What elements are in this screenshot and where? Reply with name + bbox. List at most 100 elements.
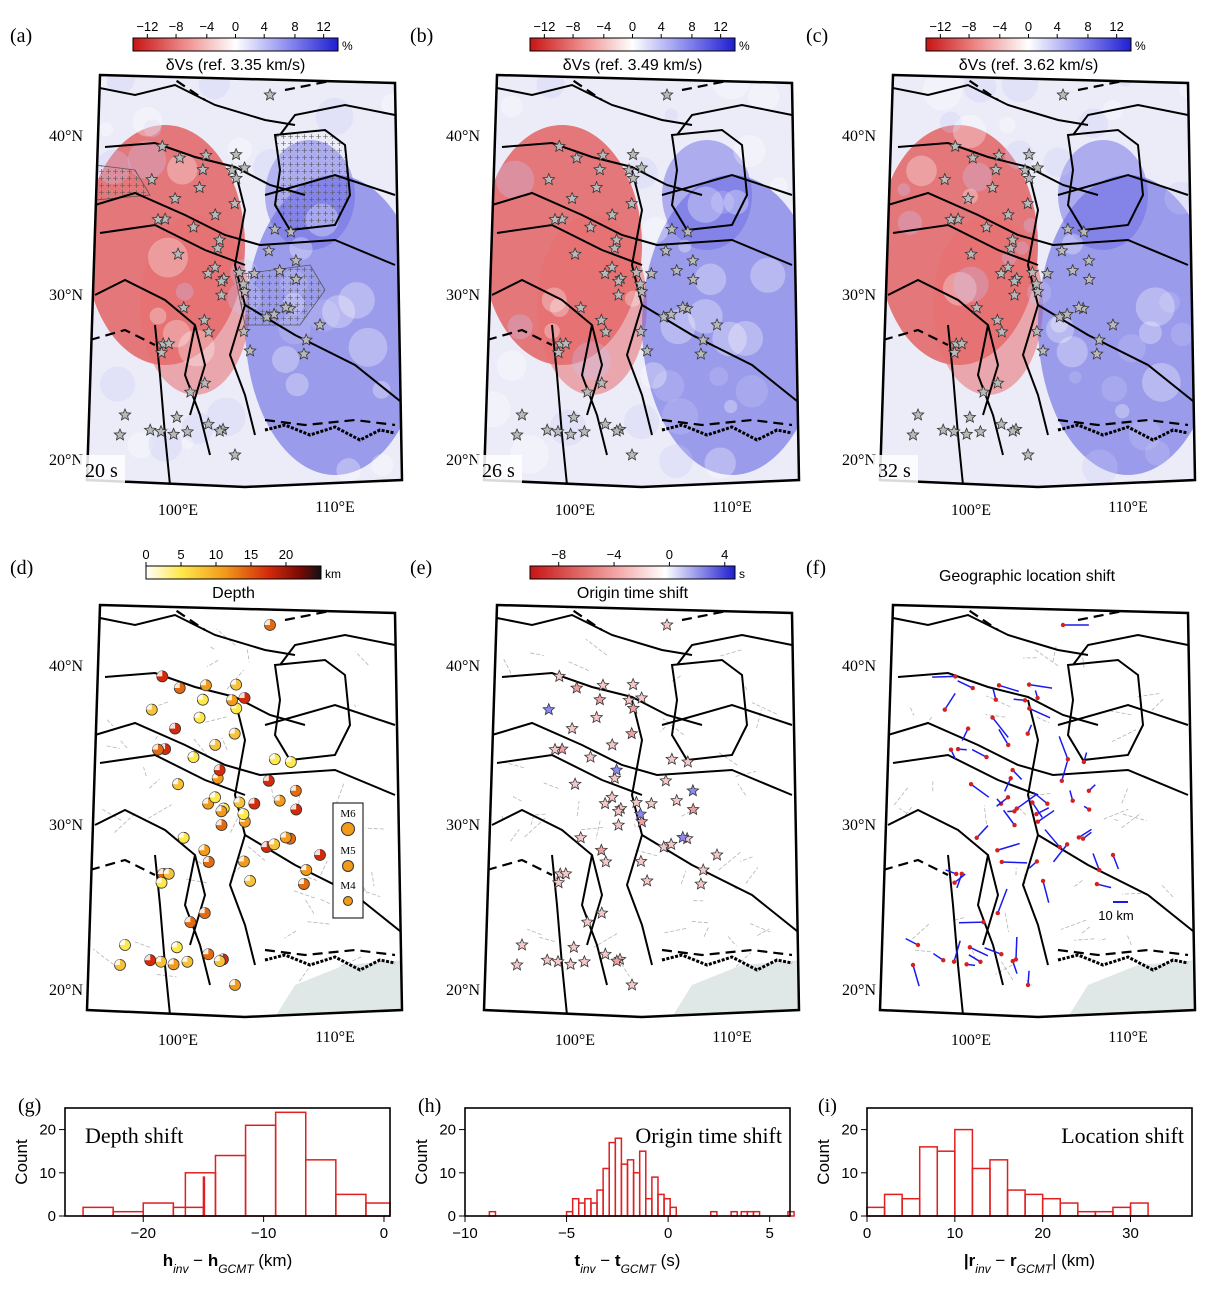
velocity-texture <box>371 454 393 476</box>
velocity-texture <box>373 381 391 399</box>
period-label: 26 s <box>482 460 515 482</box>
panel-letter: (g) <box>18 1095 41 1117</box>
x-tick-label: −5 <box>558 1225 575 1242</box>
x-axis-label-part: (s) <box>656 1251 681 1270</box>
velocity-texture <box>349 328 388 367</box>
original-location <box>1041 879 1045 883</box>
histogram-bar <box>955 1130 973 1216</box>
lat-label: 40°N <box>842 128 876 145</box>
x-axis-label-part: inv <box>580 1262 596 1276</box>
velocity-texture <box>106 64 135 93</box>
panel-letter: (c) <box>806 25 828 47</box>
panel-letter: (a) <box>10 25 32 47</box>
x-axis-label: tinv − tGCMT (s) <box>575 1251 681 1276</box>
colorbar-tick-label: 4 <box>1054 19 1061 34</box>
velocity-texture <box>1043 148 1073 178</box>
histogram-bar <box>585 1199 591 1216</box>
original-location <box>1027 706 1031 710</box>
colorbar-title: δVs (ref. 3.62 km/s) <box>959 57 1099 74</box>
colorbar-unit: km <box>325 567 341 581</box>
period-label: 32 s <box>878 460 911 482</box>
velocity-texture <box>1142 363 1181 402</box>
colorbar-gradient <box>926 38 1131 51</box>
x-axis-label-part: inv <box>975 1262 991 1276</box>
histogram-bar <box>646 1199 652 1216</box>
original-location <box>941 958 945 962</box>
lat-label: 30°N <box>842 817 876 834</box>
colorbar-tick-label: −8 <box>169 19 184 34</box>
velocity-texture <box>906 156 937 187</box>
velocity-texture <box>728 321 763 356</box>
original-location <box>949 747 953 751</box>
lon-label: 100°E <box>951 502 991 519</box>
lon-label: 110°E <box>1108 1029 1148 1046</box>
original-location <box>1026 731 1030 735</box>
original-location <box>964 962 968 966</box>
histogram-bar <box>902 1199 920 1216</box>
lon-label: 100°E <box>158 502 198 519</box>
x-tick-label: −10 <box>251 1225 276 1242</box>
x-axis-label-part: (km) <box>254 1251 293 1270</box>
x-axis-label-part: inv <box>173 1262 189 1276</box>
y-tick-label: 20 <box>841 1122 858 1139</box>
velocity-texture <box>705 447 736 478</box>
velocity-texture <box>1101 376 1127 402</box>
colorbar-tick-label: −12 <box>136 19 158 34</box>
original-location <box>1036 819 1040 823</box>
lat-label: 20°N <box>842 982 876 999</box>
original-location <box>994 698 998 702</box>
lon-label: 110°E <box>712 1029 752 1046</box>
histogram-bar <box>1025 1194 1043 1216</box>
velocity-texture <box>550 409 586 445</box>
shift-vector <box>1016 937 1017 959</box>
original-location <box>968 945 972 949</box>
lon-label: 110°E <box>315 1029 355 1046</box>
colorbar-tick-label: 12 <box>713 19 727 34</box>
lat-label: 40°N <box>446 128 480 145</box>
original-location <box>1097 868 1101 872</box>
histogram-bar <box>621 1164 627 1216</box>
histogram-bar <box>203 1177 204 1216</box>
map-content <box>878 66 1210 487</box>
period-label: 20 s <box>85 460 118 482</box>
velocity-texture <box>953 267 988 302</box>
velocity-texture <box>181 437 193 449</box>
histogram-bar <box>867 1207 885 1216</box>
lat-label: 20°N <box>49 982 83 999</box>
histogram-bar <box>173 1207 203 1216</box>
lat-label: 30°N <box>842 287 876 304</box>
original-location <box>1081 836 1085 840</box>
velocity-texture <box>133 107 163 137</box>
original-location <box>969 782 973 786</box>
original-location <box>981 920 985 924</box>
original-location <box>916 943 920 947</box>
legend-label: M6 <box>340 808 356 820</box>
y-axis-label: Count <box>814 1139 833 1185</box>
panel-letter: (f) <box>806 557 826 579</box>
lat-label: 20°N <box>446 452 480 469</box>
histogram-bar <box>652 1177 658 1216</box>
colorbar-tick-label: −8 <box>551 547 566 562</box>
legend-label: M5 <box>340 845 356 857</box>
colorbar-title: Origin time shift <box>577 585 689 602</box>
colorbar-unit: % <box>342 39 353 53</box>
original-location <box>943 707 947 711</box>
velocity-texture <box>84 66 108 90</box>
colorbar-tick-label: 8 <box>291 19 298 34</box>
y-tick-label: 10 <box>439 1165 456 1182</box>
original-location <box>952 960 956 964</box>
histogram-bar <box>885 1194 903 1216</box>
histogram-bar <box>1043 1199 1061 1216</box>
colorbar-title: δVs (ref. 3.35 km/s) <box>166 57 306 74</box>
histogram-bar <box>609 1143 615 1216</box>
histogram-bar <box>1008 1190 1026 1216</box>
original-location <box>1087 807 1091 811</box>
velocity-texture <box>508 314 533 339</box>
velocity-texture <box>322 295 355 328</box>
histogram-bar <box>246 1125 276 1216</box>
y-tick-label: 20 <box>439 1122 456 1139</box>
